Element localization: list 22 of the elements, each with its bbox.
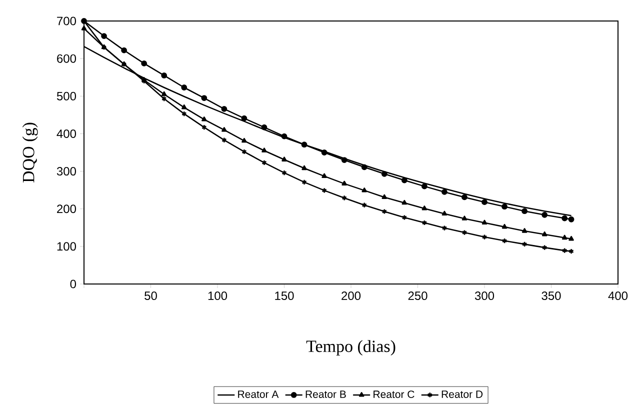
x-tick-label: 250	[408, 292, 428, 300]
y-axis-title: DQO (g)	[22, 122, 38, 182]
y-tick-label: 700	[57, 16, 76, 26]
x-tick-label: 350	[542, 292, 561, 300]
legend-label: Reator A	[238, 390, 279, 398]
x-tick-label: 200	[342, 292, 361, 300]
x-tick-label: 400	[608, 292, 628, 300]
x-tick-label: 300	[474, 292, 494, 300]
legend-label: Reator C	[374, 390, 414, 398]
y-tick-label: 500	[56, 92, 76, 100]
x-tick-label: 100	[208, 292, 228, 300]
x-axis-title: Tempo (dias)	[306, 340, 396, 356]
y-tick-label: 0	[70, 280, 76, 288]
y-tick-label: 200	[57, 204, 76, 214]
legend-label: Reator B	[306, 390, 346, 398]
x-tick-label: 150	[275, 292, 294, 300]
x-tick-label: 50	[144, 292, 157, 300]
y-tick-label: 100	[57, 242, 76, 251]
y-tick-label: 300	[56, 167, 76, 176]
y-tick-label: 600	[57, 54, 76, 63]
y-tick-label: 400	[56, 129, 76, 138]
legend-label: Reator D	[442, 390, 483, 398]
